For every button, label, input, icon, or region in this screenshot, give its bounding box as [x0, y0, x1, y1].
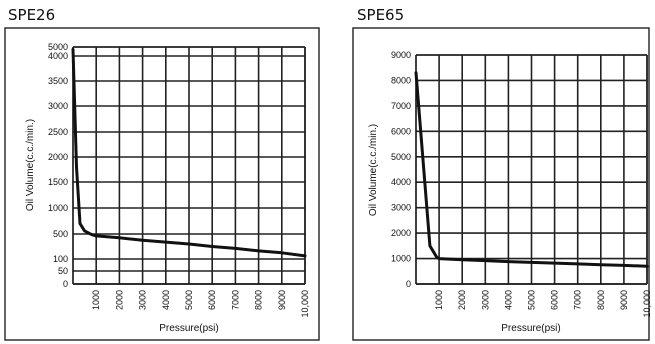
y-tick-label: 50 [58, 266, 68, 276]
x-tick-label: 8000 [254, 290, 264, 310]
y-tick-label: 0 [63, 279, 68, 289]
y-tick-label: 5000 [391, 152, 411, 162]
x-tick-label: 2000 [457, 290, 467, 310]
x-tick-label: 10,000 [300, 290, 310, 318]
y-tick-label: 8000 [391, 75, 411, 85]
y-tick-label: 2000 [48, 152, 68, 162]
y-tick-label: 1000 [391, 254, 411, 264]
y-axis-label: Oil Volume(c.c./min.) [368, 124, 379, 216]
y-tick-label: 100 [53, 254, 68, 264]
x-tick-label: 6000 [550, 290, 560, 310]
y-tick-label: 2000 [391, 228, 411, 238]
x-tick-label: 8000 [596, 290, 606, 310]
chart-frame [4, 27, 320, 341]
y-tick-label: 3500 [48, 76, 68, 86]
chart-spe65: 0 1000 2000 3000 4000 5000 6000 7000 8000 9000 100… [352, 27, 652, 341]
x-tick-label: 4000 [503, 290, 513, 310]
x-tick-label: 1000 [434, 290, 444, 310]
chart-title-spe65: SPE65 [357, 6, 405, 24]
y-tick-label: 6000 [391, 126, 411, 136]
y-axis-label: Oil Volume(c.c./min.) [25, 119, 36, 211]
series-line [414, 71, 649, 268]
x-tick-label: 1000 [91, 290, 101, 310]
x-tick-label: 2000 [114, 290, 124, 310]
chart-title-spe26: SPE26 [8, 6, 56, 24]
y-tick-label: 3000 [391, 203, 411, 213]
y-tick-label: 1000 [48, 203, 68, 213]
x-tick-label: 5000 [184, 290, 194, 310]
y-tick-label: 5000 [48, 42, 68, 52]
y-tick-label: 3000 [48, 101, 68, 111]
y-tick-label: 2500 [48, 127, 68, 137]
x-tick-label: 9000 [277, 290, 287, 310]
x-tick-label: 3000 [480, 290, 490, 310]
x-axis-label: Pressure(psi) [501, 323, 560, 334]
series-line [71, 47, 307, 258]
x-tick-label: 3000 [138, 290, 148, 310]
x-tick-label: 7000 [230, 290, 240, 310]
y-tick-label: 0 [406, 279, 411, 289]
x-axis-label: Pressure(psi) [159, 323, 218, 334]
x-tick-label: 6000 [207, 290, 217, 310]
y-tick-label: 4000 [391, 177, 411, 187]
x-tick-label: 4000 [161, 290, 171, 310]
x-tick-label: 7000 [573, 290, 583, 310]
y-tick-label: 7000 [391, 101, 411, 111]
x-tick-label: 5000 [527, 290, 537, 310]
chart-spe26: 0501005001000150020002500300035004000500… [4, 27, 320, 341]
y-tick-label: 500 [53, 229, 68, 239]
y-tick-label: 9000 [391, 50, 411, 60]
y-tick-label: 1500 [48, 177, 68, 187]
x-tick-label: 10,000 [642, 290, 652, 318]
x-tick-label: 9000 [619, 290, 629, 310]
y-tick-label: 4000 [48, 51, 68, 61]
